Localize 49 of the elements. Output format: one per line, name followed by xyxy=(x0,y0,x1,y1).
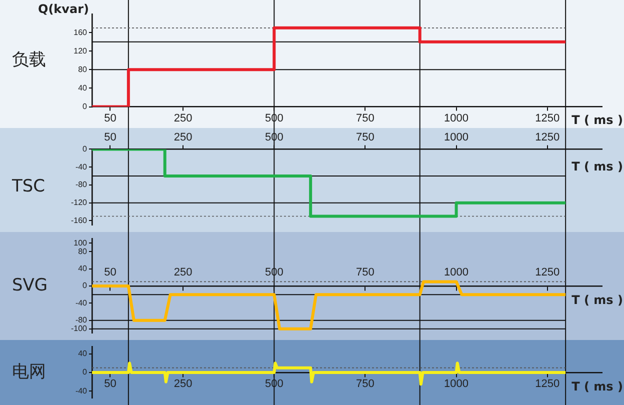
x-tick-label: 1000 xyxy=(444,266,469,279)
x-tick-label: 1250 xyxy=(535,132,560,144)
text: 电网 xyxy=(12,362,46,382)
x-tick-label: 750 xyxy=(356,132,374,144)
x-tick-label: 750 xyxy=(356,112,374,124)
y-tick-label: 80 xyxy=(78,246,88,256)
x-axis-title: T ( ms ) xyxy=(572,112,623,127)
x-tick-label: 50 xyxy=(104,132,116,144)
x-tick-label: 50 xyxy=(104,378,116,390)
y-tick-label: 100 xyxy=(74,238,88,248)
y-tick-label: 0 xyxy=(82,102,88,112)
x-tick-label: 250 xyxy=(174,378,192,390)
x-tick-label: 250 xyxy=(174,132,192,144)
x-axis-title: T ( ms ) xyxy=(572,159,623,174)
y-tick-label: 0 xyxy=(82,144,88,154)
x-tick-label: 1250 xyxy=(535,266,560,279)
y-tick-label: 160 xyxy=(74,28,88,37)
x-tick-label: 250 xyxy=(174,266,192,279)
y-tick-label: 0 xyxy=(82,368,88,377)
x-tick-label: 250 xyxy=(174,112,192,124)
y-axis-title: Q(kvar) xyxy=(38,2,89,16)
x-tick-label: 50 xyxy=(104,266,116,279)
y-tick-label: -40 xyxy=(75,162,88,172)
y-tick-label: -40 xyxy=(75,298,88,308)
text: SVG xyxy=(12,275,48,296)
x-tick-label: 750 xyxy=(356,378,374,390)
x-axis-title: T ( ms ) xyxy=(572,380,623,394)
y-tick-label: 40 xyxy=(78,349,88,358)
y-tick-label: 40 xyxy=(78,83,88,92)
y-tick-label: -160 xyxy=(70,216,88,225)
text: TSC xyxy=(11,176,46,197)
x-tick-label: 50 xyxy=(104,112,116,124)
y-tick-label: -80 xyxy=(75,180,88,190)
y-tick-label: 80 xyxy=(78,64,88,74)
text: 负载 xyxy=(12,50,46,70)
y-tick-label: -120 xyxy=(70,198,88,208)
x-tick-label: 1000 xyxy=(444,132,469,144)
x-tick-label: 1250 xyxy=(535,378,560,390)
y-tick-label: -40 xyxy=(75,386,88,396)
x-tick-label: 1000 xyxy=(444,378,469,390)
y-tick-label: -80 xyxy=(75,316,88,325)
x-tick-label: 1000 xyxy=(444,112,469,124)
y-tick-label: 120 xyxy=(74,46,88,56)
x-tick-label: 750 xyxy=(356,266,374,279)
x-tick-label: 1250 xyxy=(535,112,560,124)
y-tick-label: 0 xyxy=(82,281,88,290)
y-tick-label: 40 xyxy=(78,264,88,274)
x-axis-title: T ( ms ) xyxy=(572,293,623,308)
y-tick-label: -100 xyxy=(70,324,88,334)
